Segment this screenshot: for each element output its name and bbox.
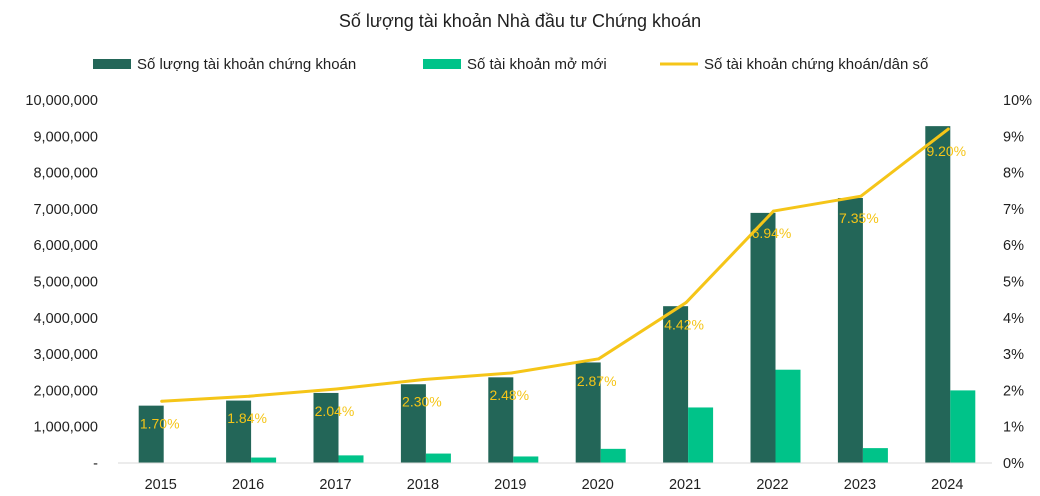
right-axis: 0% 1% 2% 3% 4% 5% 6% 7% 8% 9% 10% bbox=[1003, 93, 1032, 472]
right-axis-tick: 3% bbox=[1003, 347, 1024, 363]
bar-total-accounts bbox=[663, 306, 689, 463]
ratio-point bbox=[422, 378, 426, 382]
x-axis-tick: 2017 bbox=[319, 477, 351, 493]
line-layer: 1.70% 1.84% 2.04% 2.30% 2.48% 2.87% 4.42% 6.94%… bbox=[140, 127, 966, 431]
bar-total-accounts bbox=[313, 392, 339, 463]
left-axis-tick: 9,000,000 bbox=[33, 129, 98, 145]
bar-new-accounts bbox=[425, 453, 451, 463]
legend: Số lượng tài khoản chứng khoán Số tài kho… bbox=[93, 56, 929, 73]
ratio-data-label: 2.30% bbox=[402, 394, 442, 410]
bar-total-accounts bbox=[488, 377, 514, 463]
bar-total-accounts bbox=[575, 362, 601, 463]
right-axis-tick: 6% bbox=[1003, 238, 1024, 254]
chart-title: Số lượng tài khoản Nhà đầu tư Chứng khoá… bbox=[339, 11, 701, 31]
bar-new-accounts bbox=[950, 390, 976, 463]
ratio-data-label: 6.94% bbox=[752, 225, 792, 241]
ratio-point bbox=[597, 357, 601, 361]
bar-total-accounts bbox=[837, 198, 863, 463]
right-axis-tick: 9% bbox=[1003, 129, 1024, 145]
x-axis-tick: 2016 bbox=[232, 477, 264, 493]
left-axis-tick: 2,000,000 bbox=[33, 383, 98, 399]
x-axis-tick: 2018 bbox=[407, 477, 439, 493]
right-axis-tick: 5% bbox=[1003, 275, 1024, 291]
bar-total-accounts bbox=[400, 384, 426, 463]
left-axis-tick: 10,000,000 bbox=[25, 93, 98, 109]
right-axis-tick: 7% bbox=[1003, 202, 1024, 218]
right-axis-tick: 1% bbox=[1003, 420, 1024, 436]
bar-total-accounts bbox=[226, 400, 252, 463]
bar-new-accounts bbox=[688, 407, 714, 463]
ratio-data-label: 2.48% bbox=[489, 387, 529, 403]
left-axis: - 1,000,000 2,000,000 3,000,000 4,000,000 5,0… bbox=[25, 93, 98, 472]
bar-total-accounts bbox=[138, 405, 164, 463]
left-axis-tick: 3,000,000 bbox=[33, 347, 98, 363]
right-axis-tick: 0% bbox=[1003, 456, 1024, 472]
left-axis-tick: 1,000,000 bbox=[33, 420, 98, 436]
left-axis-tick: 7,000,000 bbox=[33, 202, 98, 218]
right-axis-tick: 2% bbox=[1003, 383, 1024, 399]
ratio-point bbox=[772, 209, 775, 213]
ratio-data-label: 9.20% bbox=[926, 143, 966, 159]
bar-total-accounts bbox=[925, 126, 951, 464]
ratio-data-label: 2.87% bbox=[577, 373, 617, 389]
legend-label-1: Số lượng tài khoản chứng khoán bbox=[137, 56, 356, 73]
bar-new-accounts bbox=[513, 456, 539, 463]
x-axis-tick: 2015 bbox=[145, 477, 177, 493]
ratio-point bbox=[684, 301, 688, 305]
legend-label-2: Số tài khoản mở mới bbox=[467, 56, 607, 73]
bar-new-accounts bbox=[251, 457, 277, 463]
ratio-data-label: 1.84% bbox=[227, 410, 267, 426]
ratio-data-label: 7.35% bbox=[839, 210, 879, 226]
ratio-point bbox=[946, 127, 950, 131]
ratio-line bbox=[161, 127, 950, 403]
ratio-data-label: 1.70% bbox=[140, 415, 180, 431]
bar-new-accounts bbox=[338, 455, 364, 463]
legend-swatch-1 bbox=[93, 59, 131, 69]
x-axis-tick: 2021 bbox=[669, 477, 701, 493]
left-axis-tick: - bbox=[93, 456, 98, 472]
right-axis-tick: 10% bbox=[1003, 93, 1032, 109]
left-axis-tick: 8,000,000 bbox=[33, 166, 98, 182]
ratio-point bbox=[247, 394, 251, 398]
bars bbox=[138, 126, 976, 464]
ratio-point bbox=[509, 371, 513, 375]
right-axis-tick: 8% bbox=[1003, 166, 1024, 182]
x-axis-tick: 2024 bbox=[931, 477, 963, 493]
bar-new-accounts bbox=[600, 448, 626, 463]
x-axis-tick: 2023 bbox=[844, 477, 876, 493]
x-axis-tick: 2020 bbox=[582, 477, 614, 493]
ratio-data-label: 2.04% bbox=[315, 403, 355, 419]
legend-label-3: Số tài khoản chứng khoán/dân số bbox=[704, 56, 929, 73]
ratio-data-label: 4.42% bbox=[664, 317, 704, 333]
left-axis-tick: 6,000,000 bbox=[33, 238, 98, 254]
ratio-point bbox=[160, 399, 164, 403]
x-axis: 2015 2016 2017 2018 2019 2020 2021 2022 2023 2024 bbox=[118, 462, 992, 493]
x-axis-tick: 2019 bbox=[494, 477, 526, 493]
left-axis-tick: 4,000,000 bbox=[33, 311, 98, 327]
left-axis-tick: 5,000,000 bbox=[33, 275, 98, 291]
bar-new-accounts bbox=[862, 448, 888, 463]
ratio-point bbox=[859, 194, 863, 198]
legend-swatch-2 bbox=[423, 59, 461, 69]
bar-new-accounts bbox=[775, 369, 801, 463]
bar-total-accounts bbox=[750, 212, 776, 463]
right-axis-tick: 4% bbox=[1003, 311, 1024, 327]
x-axis-tick: 2022 bbox=[756, 477, 788, 493]
ratio-point bbox=[335, 387, 338, 391]
